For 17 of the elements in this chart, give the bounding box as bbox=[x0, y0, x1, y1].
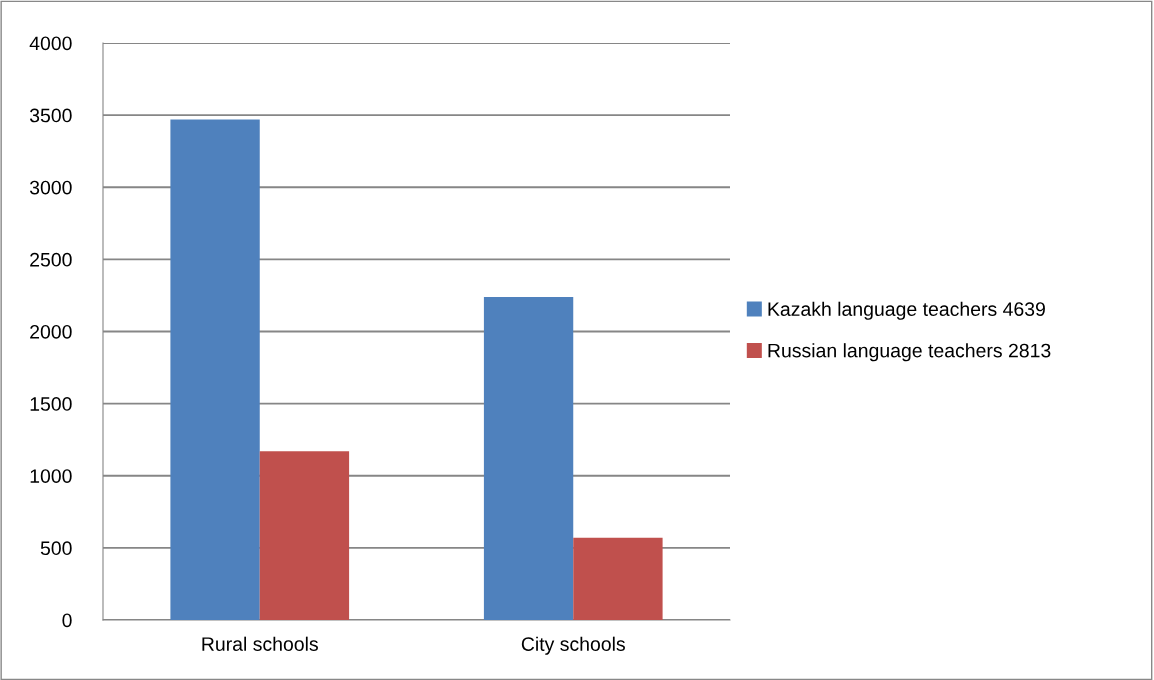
bar bbox=[573, 537, 663, 620]
bar bbox=[259, 451, 350, 620]
legend-label: Kazakh language teachers 4639 bbox=[768, 301, 1045, 320]
y-tick-label: 2000 bbox=[30, 324, 72, 339]
x-tick-label: Rural schools bbox=[202, 636, 318, 651]
y-tick-label: 1000 bbox=[30, 469, 72, 483]
x-tick-label: City schools bbox=[521, 636, 625, 655]
y-tick-label: 1500 bbox=[30, 397, 72, 411]
y-tick-label: 2500 bbox=[30, 252, 72, 267]
bar bbox=[483, 296, 574, 620]
y-tick-label: 500 bbox=[40, 541, 72, 556]
legend-label: Russian language teachers 2813 bbox=[768, 343, 1051, 362]
y-tick-label: 4000 bbox=[29, 36, 72, 51]
y-tick-label: 3500 bbox=[29, 108, 72, 123]
y-tick-label: 0 bbox=[62, 613, 72, 628]
y-tick-label: 3000 bbox=[29, 180, 72, 195]
bar bbox=[170, 119, 260, 620]
